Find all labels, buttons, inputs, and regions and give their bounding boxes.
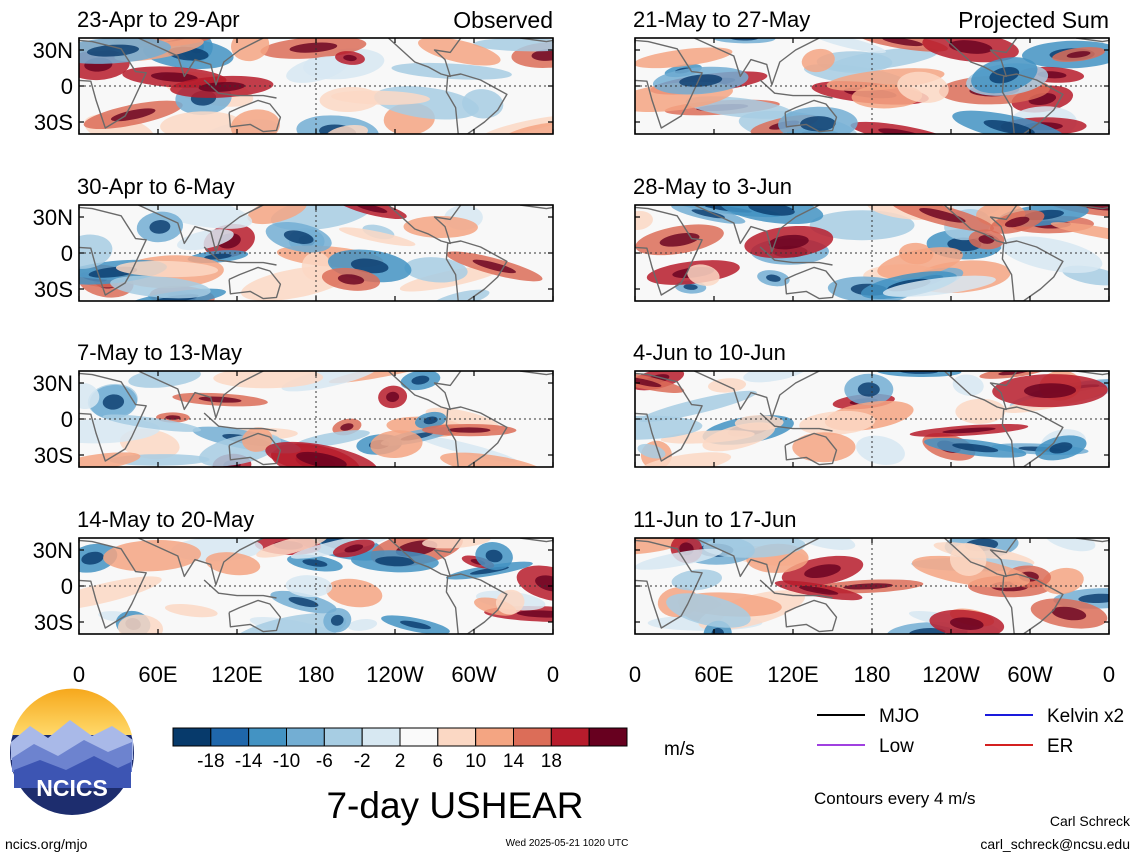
panel-title: 28-May to 3-Jun bbox=[633, 174, 792, 199]
panel-title: 14-May to 20-May bbox=[77, 507, 254, 532]
column-label: Projected Sum bbox=[958, 7, 1109, 33]
colorbar-swatch bbox=[475, 727, 515, 747]
x-tick-label: 60E bbox=[694, 662, 733, 687]
colorbar-swatch bbox=[399, 727, 439, 747]
ncics-logo: NCICS bbox=[10, 688, 134, 815]
map-panel: 30N 0 30S 14-May to 20-May bbox=[33, 507, 554, 635]
x-tick-label: 0 bbox=[1103, 662, 1115, 687]
y-tick-label: 30S bbox=[34, 110, 73, 135]
y-tick-label: 30S bbox=[34, 277, 73, 302]
x-tick-label: 60W bbox=[1007, 662, 1052, 687]
legend-label: Low bbox=[879, 736, 914, 757]
colorbar-swatch bbox=[361, 727, 401, 747]
author-email[interactable]: carl_schreck@ncsu.edu bbox=[980, 836, 1130, 852]
x-tick-label: 120E bbox=[211, 662, 262, 687]
colorbar-swatch bbox=[550, 727, 590, 747]
map-panel: 11-Jun to 17-Jun bbox=[633, 507, 1110, 635]
units-label: m/s bbox=[664, 739, 695, 760]
panel-title: 4-Jun to 10-Jun bbox=[633, 340, 786, 365]
legend-label: Kelvin x2 bbox=[1047, 706, 1124, 727]
x-tick-label: 60W bbox=[451, 662, 496, 687]
panel-title: 7-May to 13-May bbox=[77, 340, 242, 365]
colorbar-label: -14 bbox=[235, 751, 263, 772]
legend: MJO Kelvin x2 Low ER bbox=[817, 706, 1124, 757]
y-tick-label: 0 bbox=[61, 574, 73, 599]
colorbar-label: 2 bbox=[395, 751, 406, 772]
colorbar-swatch bbox=[210, 727, 250, 747]
map-panel: 30N 0 30S 7-May to 13-May bbox=[33, 340, 554, 468]
x-tick-label: 0 bbox=[73, 662, 85, 687]
y-tick-label: 0 bbox=[61, 407, 73, 432]
x-tick-label: 120W bbox=[922, 662, 980, 687]
map-panel: 21-May to 27-May Projected Sum bbox=[633, 7, 1110, 135]
panel-title: 21-May to 27-May bbox=[633, 7, 810, 32]
column-label: Observed bbox=[453, 7, 553, 33]
y-tick-label: 30N bbox=[33, 205, 73, 230]
timestamp: Wed 2025-05-21 1020 UTC bbox=[506, 838, 629, 849]
colorbar-swatch bbox=[248, 727, 287, 747]
colorbar-swatch bbox=[323, 727, 363, 747]
colorbar-label: 6 bbox=[433, 751, 444, 772]
y-tick-label: 30N bbox=[33, 538, 73, 563]
panel-title: 23-Apr to 29-Apr bbox=[77, 7, 240, 32]
colorbar-swatch bbox=[513, 727, 552, 747]
x-tick-label: 0 bbox=[547, 662, 559, 687]
author: Carl Schreck bbox=[1050, 813, 1131, 829]
y-tick-label: 30S bbox=[34, 610, 73, 635]
colorbar-label: -2 bbox=[354, 751, 371, 772]
map-panel: 4-Jun to 10-Jun bbox=[633, 340, 1110, 468]
colorbar-label: 14 bbox=[503, 751, 525, 772]
site-link[interactable]: ncics.org/mjo bbox=[5, 836, 88, 852]
x-tick-label: 180 bbox=[298, 662, 335, 687]
y-tick-label: 0 bbox=[61, 74, 73, 99]
x-axis-labels: 0 60E 120E 180 120W 60W 0 0 60E 120E 180 120W 60W 0 bbox=[73, 662, 1115, 687]
x-tick-label: 120W bbox=[366, 662, 424, 687]
legend-label: MJO bbox=[879, 706, 919, 727]
colorbar-swatch bbox=[588, 727, 628, 747]
colorbar-swatch bbox=[286, 727, 325, 747]
panel-title: 11-Jun to 17-Jun bbox=[633, 507, 796, 532]
map-panel: 30N 0 30S 30-Apr to 6-May bbox=[33, 174, 554, 302]
colorbar-label: 10 bbox=[465, 751, 486, 772]
map-panel: 28-May to 3-Jun bbox=[633, 174, 1110, 302]
colorbar-label: -18 bbox=[197, 751, 224, 772]
x-tick-label: 120E bbox=[767, 662, 818, 687]
colorbar-label: -10 bbox=[273, 751, 300, 772]
x-tick-label: 180 bbox=[854, 662, 891, 687]
map-panel: 30N 0 30S 23-Apr to 29-Apr Observed bbox=[33, 7, 554, 135]
y-tick-label: 30N bbox=[33, 371, 73, 396]
logo-text: NCICS bbox=[36, 775, 108, 801]
contour-note: Contours every 4 m/s bbox=[814, 789, 976, 808]
x-tick-label: 0 bbox=[629, 662, 641, 687]
x-tick-label: 60E bbox=[138, 662, 177, 687]
colorbar: -18 -14 -10 -6 -2 2 6 10 14 18 bbox=[172, 727, 628, 772]
colorbar-swatch bbox=[437, 727, 477, 747]
y-tick-label: 30S bbox=[34, 443, 73, 468]
legend-label: ER bbox=[1047, 736, 1073, 757]
y-tick-label: 30N bbox=[33, 38, 73, 63]
panel-title: 30-Apr to 6-May bbox=[77, 174, 235, 199]
figure-title: 7-day USHEAR bbox=[326, 785, 583, 826]
y-tick-label: 0 bbox=[61, 241, 73, 266]
colorbar-label: -6 bbox=[316, 751, 333, 772]
colorbar-swatch bbox=[172, 727, 212, 747]
colorbar-label: 18 bbox=[541, 751, 562, 772]
